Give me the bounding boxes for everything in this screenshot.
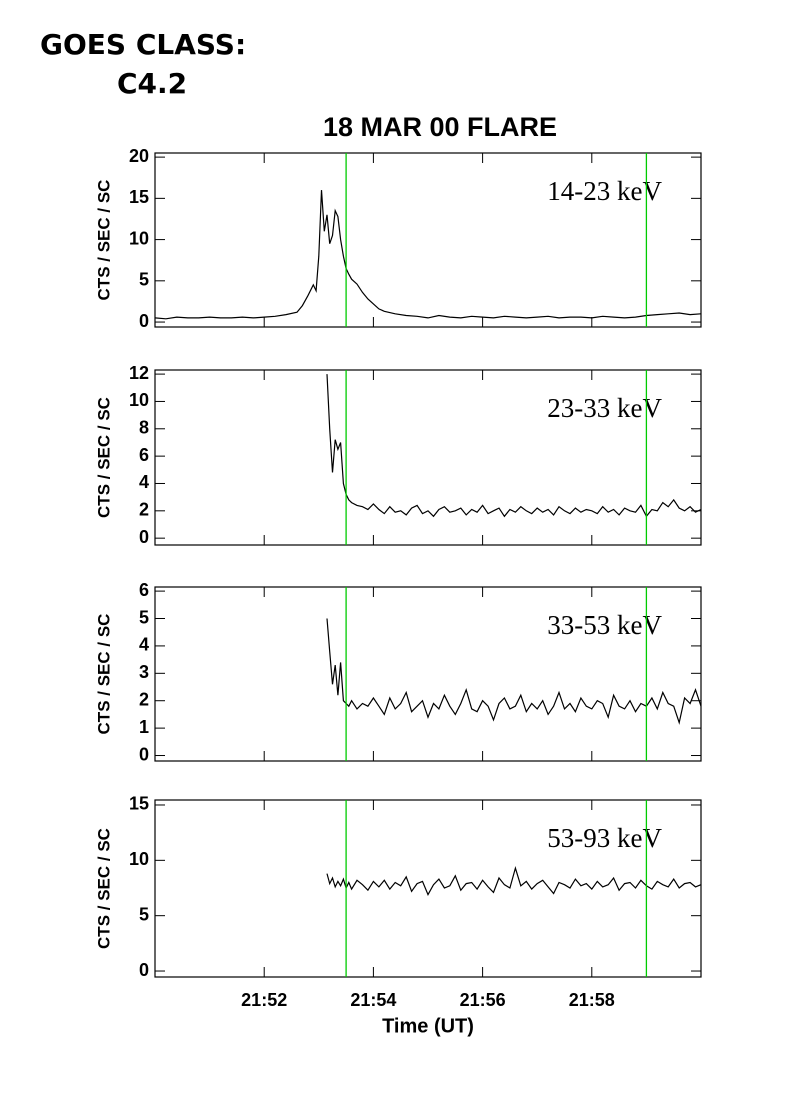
y-tick-label: 6 bbox=[139, 580, 149, 600]
x-tick-label: 21:54 bbox=[350, 990, 396, 1010]
y-tick-label: 15 bbox=[129, 187, 149, 207]
x-tick-label: 21:58 bbox=[569, 990, 615, 1010]
y-tick-label: 2 bbox=[139, 500, 149, 520]
y-tick-label: 10 bbox=[129, 390, 149, 410]
band-label: 53-93 keV bbox=[547, 823, 662, 853]
y-tick-label: 4 bbox=[139, 472, 149, 492]
plot-frame bbox=[154, 586, 702, 762]
x-tick-label: 21:52 bbox=[241, 990, 287, 1010]
y-tick-label: 5 bbox=[139, 904, 149, 924]
plot-frame bbox=[154, 799, 702, 978]
y-axis-label: CTS / SEC / SC bbox=[94, 828, 113, 949]
y-tick-label: 0 bbox=[139, 960, 149, 980]
y-axis-label: CTS / SEC / SC bbox=[94, 614, 113, 735]
y-tick-label: 20 bbox=[129, 146, 149, 166]
chart-title: 18 MAR 00 FLARE bbox=[323, 112, 557, 142]
data-line bbox=[326, 865, 702, 896]
y-tick-label: 12 bbox=[129, 363, 149, 383]
goes-label: GOES CLASS: bbox=[40, 28, 246, 61]
band-label: 33-53 keV bbox=[547, 610, 662, 640]
plot-frame bbox=[154, 369, 702, 546]
y-tick-label: 1 bbox=[139, 717, 149, 737]
data-line bbox=[326, 618, 702, 725]
y-tick-label: 15 bbox=[129, 794, 149, 814]
y-tick-label: 0 bbox=[139, 527, 149, 547]
y-tick-label: 10 bbox=[129, 228, 149, 248]
y-tick-label: 8 bbox=[139, 418, 149, 438]
y-axis-label: CTS / SEC / SC bbox=[94, 180, 113, 301]
band-label: 23-33 keV bbox=[547, 393, 662, 423]
goes-class: C4.2 bbox=[117, 67, 187, 100]
y-axis-label: CTS / SEC / SC bbox=[94, 397, 113, 518]
data-line bbox=[154, 190, 702, 320]
data-line bbox=[326, 374, 702, 518]
y-tick-label: 5 bbox=[139, 270, 149, 290]
y-tick-label: 5 bbox=[139, 607, 149, 627]
y-tick-label: 3 bbox=[139, 662, 149, 682]
y-tick-label: 2 bbox=[139, 689, 149, 709]
y-tick-label: 10 bbox=[129, 849, 149, 869]
y-tick-label: 0 bbox=[139, 744, 149, 764]
band-label: 14-23 keV bbox=[547, 176, 662, 206]
y-tick-label: 4 bbox=[139, 635, 149, 655]
y-tick-label: 6 bbox=[139, 445, 149, 465]
y-tick-label: 0 bbox=[139, 311, 149, 331]
x-tick-label: 21:56 bbox=[460, 990, 506, 1010]
x-axis-label: Time (UT) bbox=[382, 1015, 474, 1037]
